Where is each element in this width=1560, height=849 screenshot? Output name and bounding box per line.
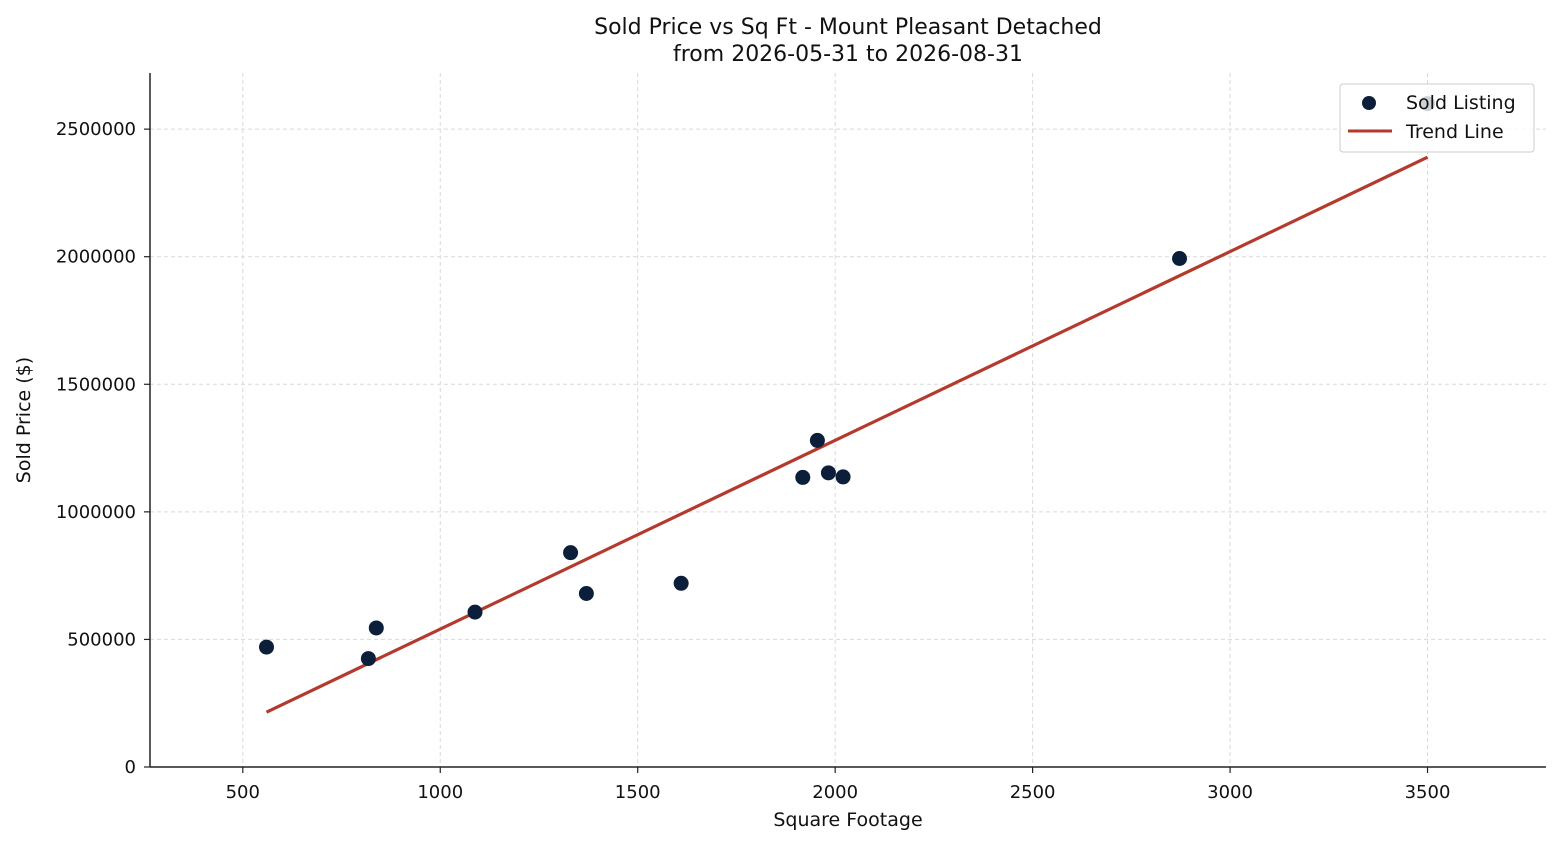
sold-listing-point: [368, 620, 384, 636]
y-tick-label: 1500000: [56, 374, 136, 395]
x-tick-label: 1000: [417, 782, 463, 803]
x-tick-label: 500: [226, 782, 260, 803]
x-tick-label: 2000: [812, 782, 858, 803]
x-tick-label: 2500: [1010, 782, 1056, 803]
sold-listing-point: [835, 469, 851, 485]
y-tick-label: 2500000: [56, 119, 136, 140]
sold-listing-point: [1172, 250, 1188, 266]
legend-label-trend-line: Trend Line: [1405, 121, 1504, 143]
sold-listing-point: [673, 575, 689, 591]
trend-line: [265, 155, 1429, 714]
legend-box: [1339, 83, 1535, 153]
sold-listing-point: [467, 604, 483, 620]
y-ticks: 0 500000 1000000 1500000 2000000 2500000: [56, 119, 150, 778]
chart-title: Sold Price vs Sq Ft - Mount Pleasant Det…: [594, 15, 1102, 40]
sold-listing-point: [820, 465, 836, 481]
sold-listing-point: [795, 469, 811, 485]
y-tick-label: 2000000: [56, 247, 136, 268]
trend-line-layer: [265, 155, 1429, 714]
legend: Sold Listing Trend Line: [1339, 83, 1535, 153]
x-tick-label: 1500: [615, 782, 661, 803]
sold-listing-point: [563, 545, 579, 561]
x-ticks: 500 1000 1500 2000 2500 3000 3500: [226, 767, 1451, 803]
y-tick-label: 0: [125, 757, 136, 778]
x-axis-label: Square Footage: [773, 809, 922, 831]
sold-listing-point: [258, 639, 274, 655]
y-tick-label: 1000000: [56, 502, 136, 523]
y-tick-label: 500000: [67, 629, 136, 650]
x-tick-label: 3500: [1405, 782, 1451, 803]
sold-listing-point: [578, 586, 594, 601]
sold-listing-point: [360, 651, 376, 667]
x-tick-label: 3000: [1207, 782, 1253, 803]
legend-label-sold-listing: Sold Listing: [1406, 92, 1516, 114]
sold-listing-point: [809, 432, 825, 448]
chart-subtitle: from 2026-05-31 to 2026-08-31: [673, 42, 1023, 67]
y-axis-label: Sold Price ($): [13, 357, 35, 483]
legend-marker-sold-listing: [1362, 96, 1376, 110]
